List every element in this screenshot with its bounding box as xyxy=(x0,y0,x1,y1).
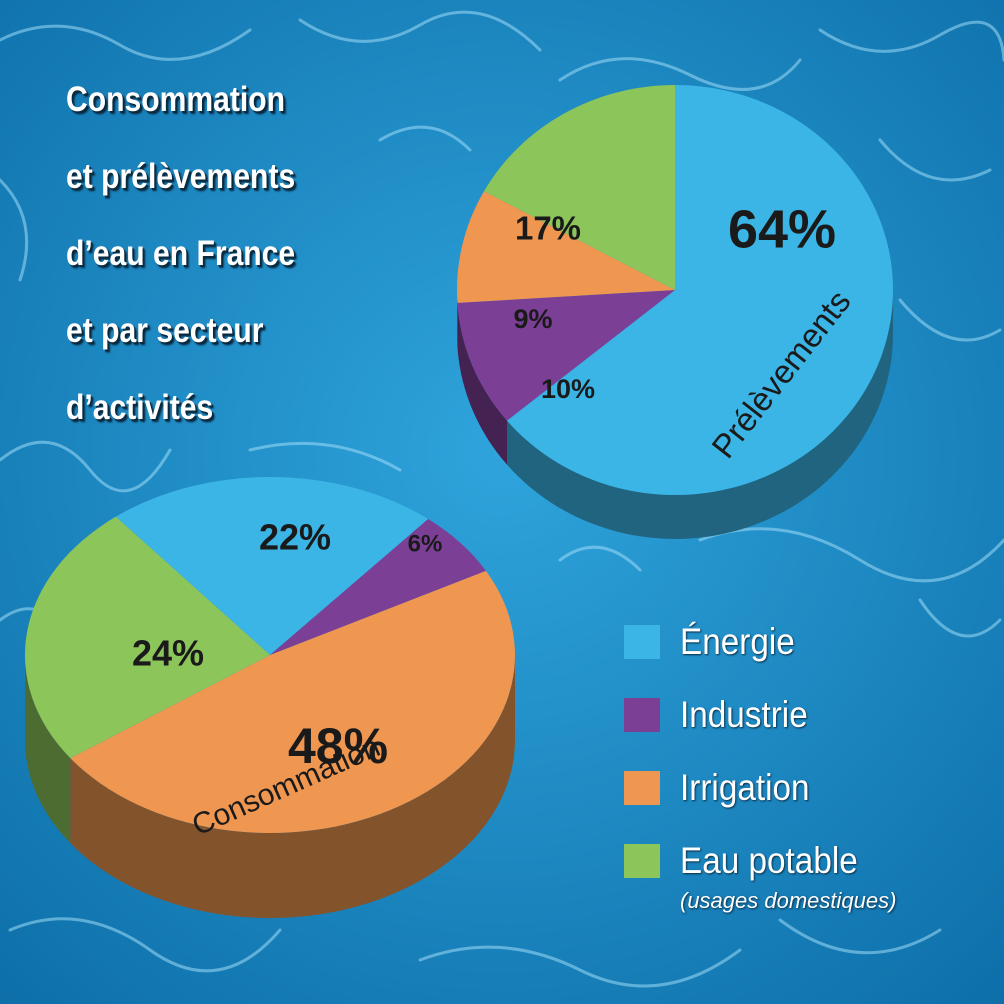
title-line: et par secteur xyxy=(66,311,264,350)
main-title: Consommation et prélèvements d’eau en Fr… xyxy=(66,74,333,459)
pie-slice-energie xyxy=(115,477,429,655)
pie-chart-consommation: 22% 6%48%24%Consommation xyxy=(24,477,515,919)
legend-swatch xyxy=(624,625,660,659)
pie-slice-energie xyxy=(507,85,893,495)
title-line: d’eau en France xyxy=(66,234,296,273)
pie-side-eau-potable xyxy=(25,655,71,844)
pie-slice-industrie xyxy=(270,519,486,655)
pie-slice-industrie xyxy=(457,290,675,421)
title-line: et prélèvements xyxy=(66,157,296,196)
data-label-industrie: 10% xyxy=(541,374,595,404)
pie-side-industrie xyxy=(457,302,508,465)
title-line: Consommation xyxy=(66,80,286,119)
pie-slice-eau-potable xyxy=(24,516,270,759)
data-label-eau-potable: 17% xyxy=(515,210,581,247)
data-label-energie: 22% xyxy=(259,517,331,558)
legend-label: Industrie xyxy=(680,694,808,735)
legend-label: Eau potable xyxy=(680,840,858,881)
data-label-energie: 64% xyxy=(728,199,836,259)
pie-slice-irrigation xyxy=(70,570,515,833)
legend-label: Irrigation xyxy=(680,767,810,808)
pie-chart-prelevements: 64%10%9%17%Prélèvements xyxy=(457,85,893,539)
data-label-eau-potable: 24% xyxy=(132,633,204,674)
legend-swatch xyxy=(624,844,660,878)
pie-slice-irrigation xyxy=(457,191,675,303)
title-line: d’activités xyxy=(66,388,214,427)
legend-note: (usages domestiques) xyxy=(680,888,897,913)
pie-side-energie xyxy=(507,290,893,539)
data-label-irrigation: 9% xyxy=(513,304,552,334)
pie-side xyxy=(25,655,515,919)
pie-side-irrigation xyxy=(70,655,515,919)
data-label-irrigation: 48% xyxy=(288,718,388,774)
data-label-industrie: 6% xyxy=(408,530,443,557)
legend-swatch xyxy=(624,698,660,732)
pie-side xyxy=(457,290,893,539)
pie-slice-eau-potable xyxy=(483,85,675,290)
legend-swatch xyxy=(624,771,660,805)
legend-label: Énergie xyxy=(680,621,795,662)
